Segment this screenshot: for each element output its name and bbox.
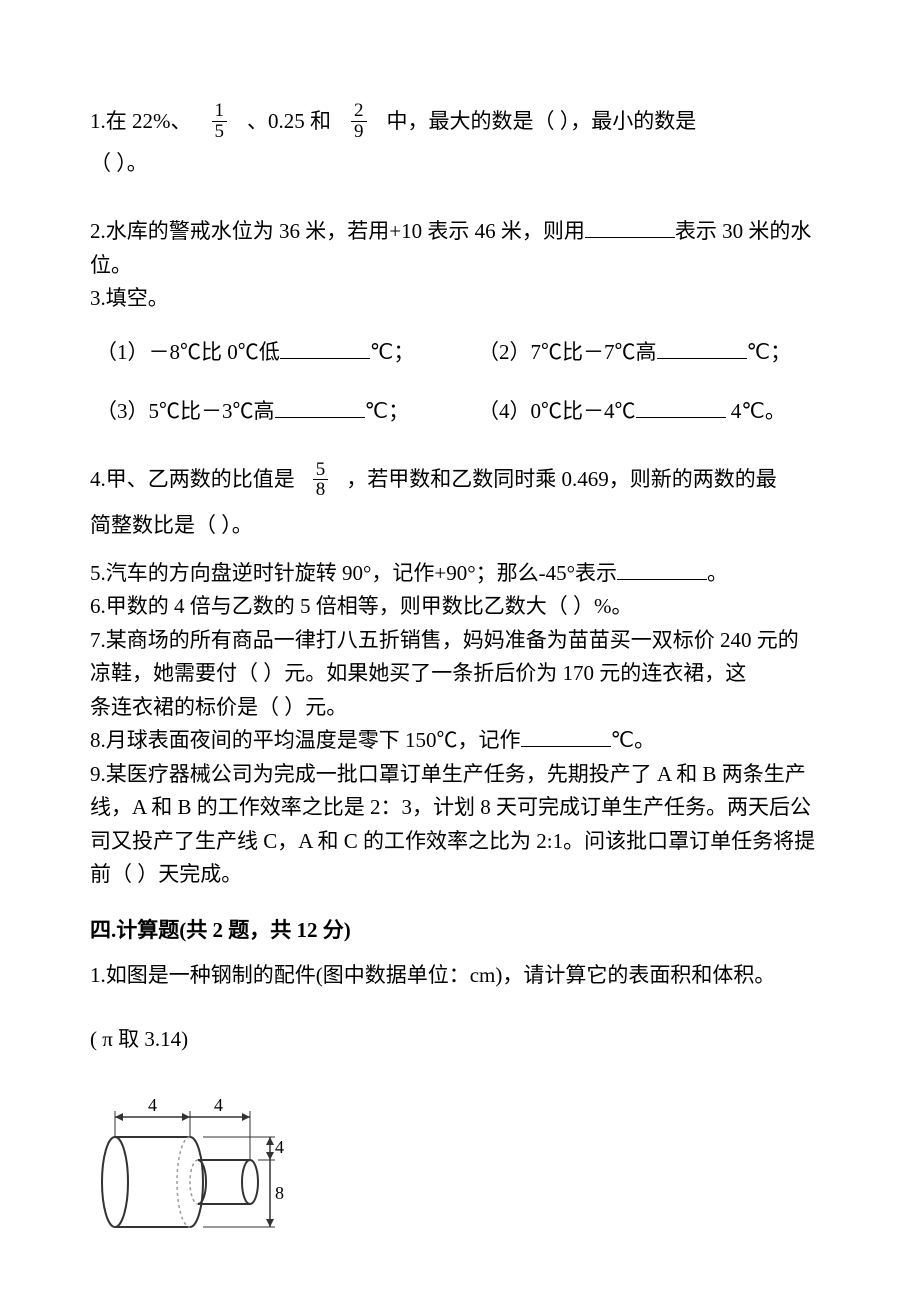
q7-l3: 条连衣裙的标价是（ ）元。 — [90, 692, 830, 724]
dim-label-right4: 4 — [275, 1137, 284, 1157]
q2-a: 2.水库的警戒水位为 36 米，若用+10 表示 46 米，则用 — [90, 219, 585, 243]
q3-2-a: （2）7℃比－7℃高 — [478, 340, 657, 364]
blank — [617, 560, 707, 580]
question-2: 2.水库的警戒水位为 36 米，若用+10 表示 46 米，则用 表示 30 米的… — [90, 216, 830, 281]
arrowhead-icon — [182, 1113, 190, 1121]
q8-a: 8.月球表面夜间的平均温度是零下 150℃，记作 — [90, 728, 521, 752]
q7-l2: 凉鞋，她需要付（ ）元。如果她买了一条折后价为 170 元的连衣裙，这 — [90, 658, 830, 690]
fraction-5-8: 5 8 — [313, 460, 329, 501]
q3-1-a: （1）－8℃比 0℃低 — [96, 340, 280, 364]
blank — [280, 339, 370, 359]
document-page: 1.在 22%、 1 5 、0.25 和 2 9 中，最大的数是（ ），最小的数… — [0, 0, 920, 1297]
question-4: 4.甲、乙两数的比值是 5 8 ，若甲数和乙数同时乘 0.469，则新的两数的最… — [90, 460, 830, 542]
section-4-title: 四.计算题(共 2 题，共 12 分) — [90, 915, 830, 947]
fraction-1-5: 1 5 — [212, 101, 228, 142]
q7-l1: 7.某商场的所有商品一律打八五折销售，妈妈准备为苗苗买一双标价 240 元的 — [90, 625, 830, 657]
q9-l3: 司又投产了生产线 C，A 和 C 的工作效率之比为 2:1。问该批口罩订单任务将… — [90, 826, 830, 858]
big-cyl-left-cap — [102, 1137, 128, 1227]
q5-b: 。 — [707, 561, 728, 585]
blank — [585, 218, 675, 238]
q4-a: 4.甲、乙两数的比值是 — [90, 464, 295, 496]
q3-title: 3.填空。 — [90, 283, 830, 315]
q2-b: 表示 30 米的水 — [675, 219, 812, 243]
q3-1-b: ℃； — [370, 340, 415, 364]
blank — [657, 339, 747, 359]
q1-text-mid: 、0.25 和 — [247, 100, 331, 142]
question-3: 3.填空。 （1）－8℃比 0℃低 ℃； （2）7℃比－7℃高 ℃； （3）5℃比－… — [90, 283, 830, 428]
small-cyl-left-back — [190, 1160, 198, 1204]
q1-text-pre: 1.在 22%、 — [90, 100, 192, 142]
dim-label-top2: 4 — [214, 1095, 223, 1115]
q3-2-b: ℃； — [747, 340, 792, 364]
dim-label-right8: 8 — [275, 1183, 284, 1203]
q1-line2: （ ）。 — [90, 142, 830, 184]
big-cyl-right-back — [177, 1137, 190, 1227]
q9-l4: 前（ ）天完成。 — [90, 859, 830, 891]
blank — [521, 727, 611, 747]
question-5: 5.汽车的方向盘逆时针旋转 90°，记作+90°；那么-45°表示 。 — [90, 558, 830, 590]
question-7: 7.某商场的所有商品一律打八五折销售，妈妈准备为苗苗买一双标价 240 元的 凉… — [90, 625, 830, 724]
s4-q1-l1: 1.如图是一种钢制的配件(图中数据单位：cm)，请计算它的表面积和体积。 — [90, 960, 830, 992]
q4-c: 简整数比是（ ）。 — [90, 510, 830, 542]
question-1: 1.在 22%、 1 5 、0.25 和 2 9 中，最大的数是（ ），最小的数… — [90, 100, 830, 184]
small-cyl-right-cap — [242, 1160, 258, 1204]
arrowhead-icon — [266, 1219, 274, 1227]
question-8: 8.月球表面夜间的平均温度是零下 150℃，记作 ℃。 — [90, 725, 830, 757]
question-9: 9.某医疗器械公司为完成一批口罩订单生产任务，先期投产了 A 和 B 两条生产 … — [90, 759, 830, 891]
question-6: 6.甲数的 4 倍与乙数的 5 倍相等，则甲数比乙数大（ ）%。 — [90, 591, 830, 623]
blank — [636, 398, 726, 418]
arrowhead-icon — [115, 1113, 123, 1121]
fraction-2-9: 2 9 — [351, 101, 367, 142]
arrowhead-icon — [266, 1137, 274, 1145]
q3-4-b: 4℃。 — [726, 399, 786, 423]
big-cyl-right-front — [190, 1137, 203, 1227]
q3-3-b: ℃； — [365, 399, 410, 423]
q9-l1: 9.某医疗器械公司为完成一批口罩订单生产任务，先期投产了 A 和 B 两条生产 — [90, 759, 830, 791]
dim-label-top1: 4 — [148, 1095, 157, 1115]
s4-q1-l2: ( π 取 3.14) — [90, 1024, 830, 1056]
blank — [275, 398, 365, 418]
arrowhead-icon — [242, 1113, 250, 1121]
q1-text-tail: 中，最大的数是（ ），最小的数是 — [387, 100, 697, 142]
q3-4-a: （4）0℃比－4℃ — [478, 399, 636, 423]
cylinder-figure: 4 4 4 8 — [90, 1087, 830, 1237]
q4-b: ，若甲数和乙数同时乘 0.469，则新的两数的最 — [346, 464, 777, 496]
q9-l2: 线，A 和 B 的工作效率之比是 2：3，计划 8 天可完成订单生产任务。两天后… — [90, 792, 830, 824]
q5-a: 5.汽车的方向盘逆时针旋转 90°，记作+90°；那么-45°表示 — [90, 561, 617, 585]
q2-c: 位。 — [90, 250, 830, 282]
q8-b: ℃。 — [611, 728, 656, 752]
arrowhead-icon — [266, 1152, 274, 1160]
q3-3-a: （3）5℃比－3℃高 — [96, 399, 275, 423]
